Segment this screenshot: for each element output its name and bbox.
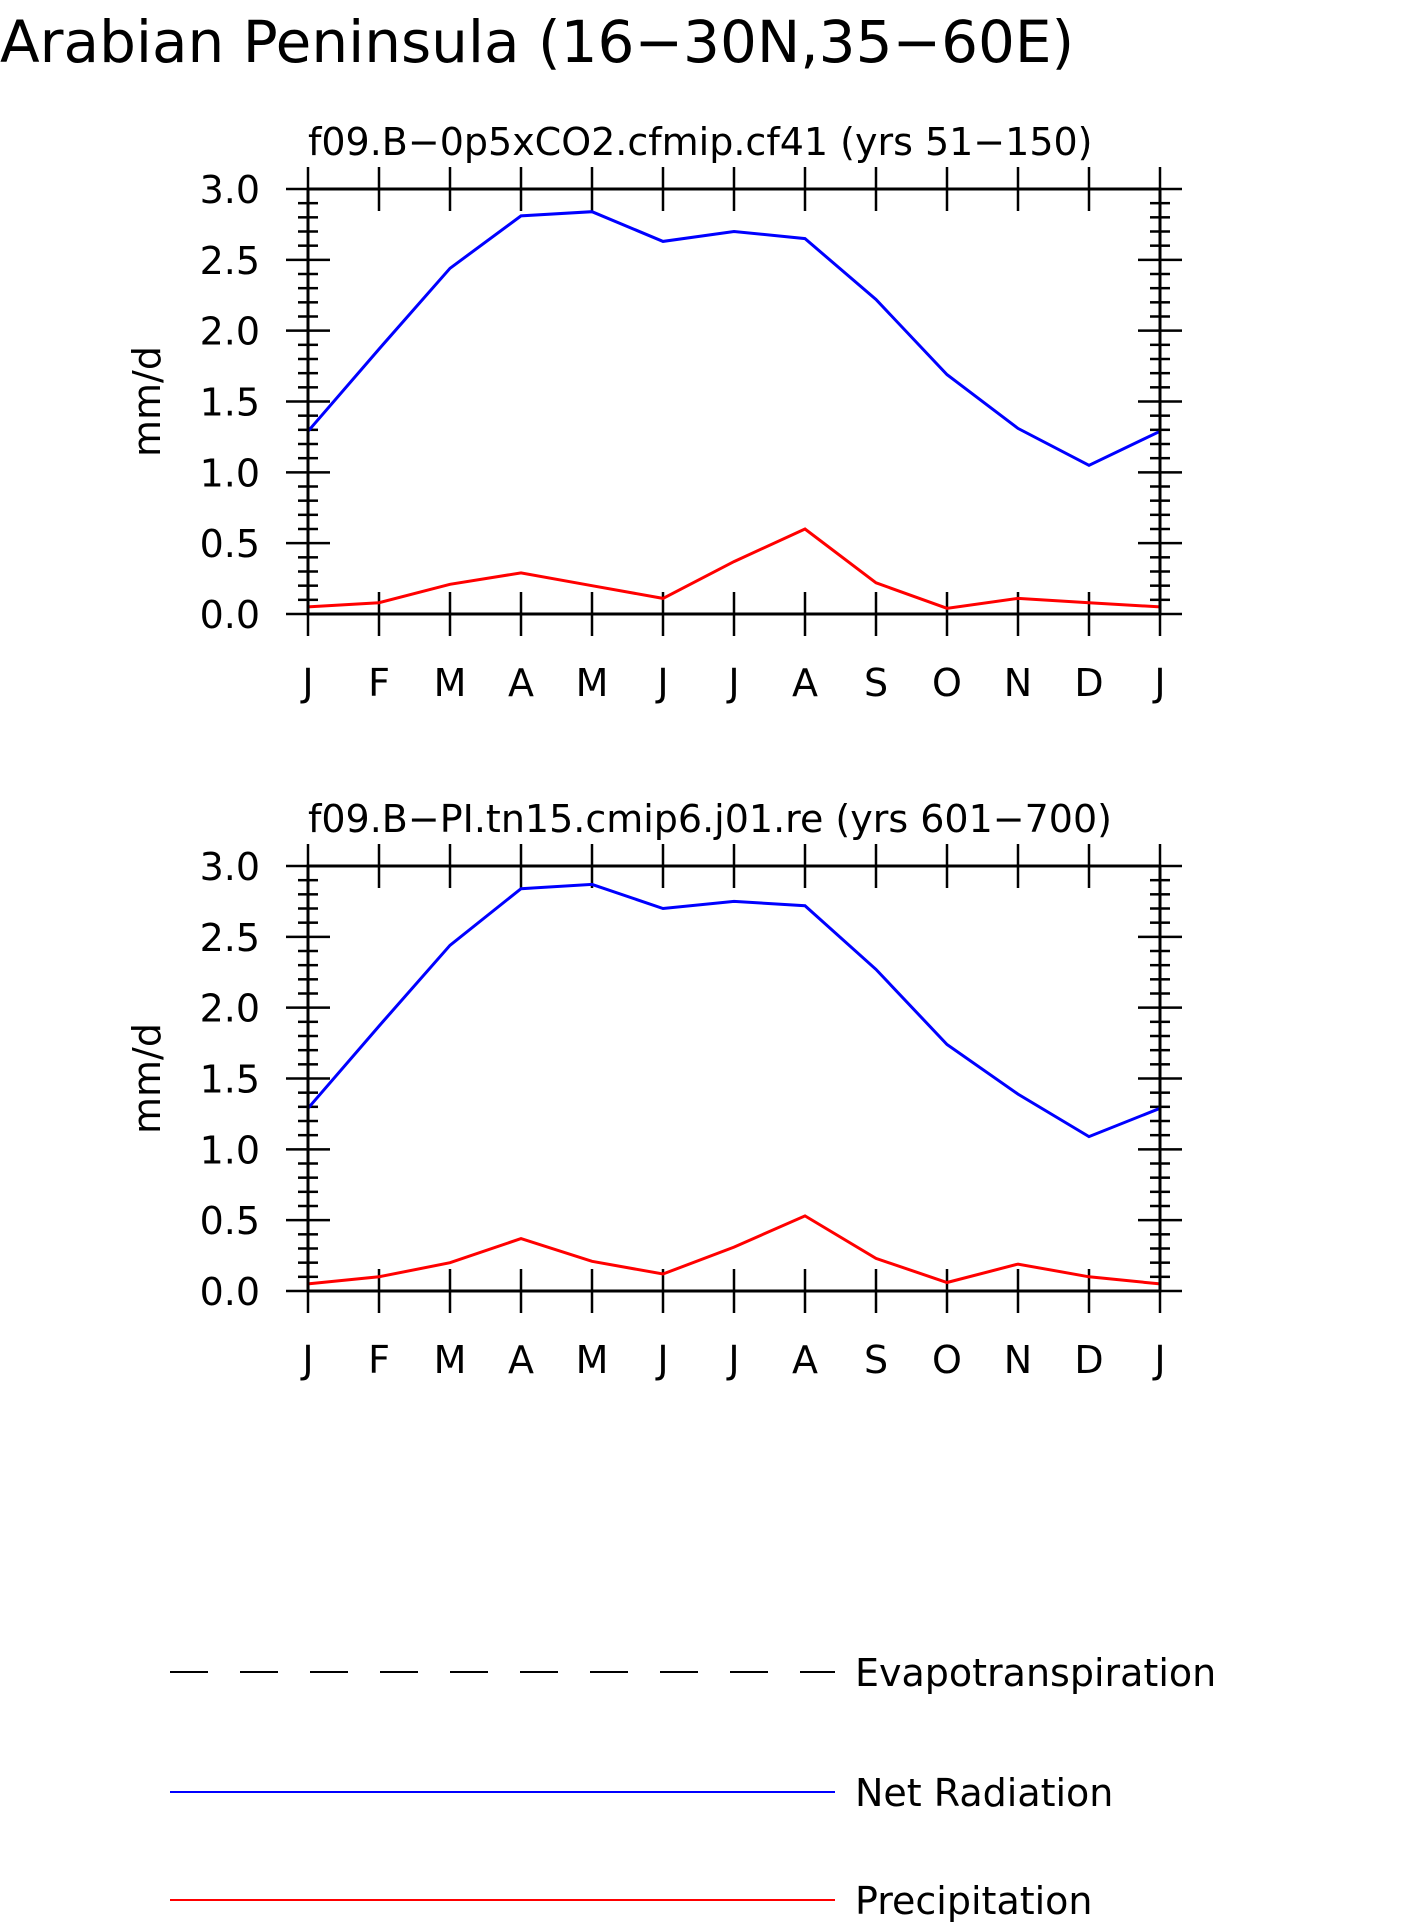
y-ticks xyxy=(286,187,1182,616)
legend-label: Net Radiation xyxy=(855,1771,1113,1815)
x-tick-label: A xyxy=(792,661,818,705)
y-tick-label: 2.0 xyxy=(200,987,260,1031)
x-tick-label: J xyxy=(655,661,668,705)
y-tick-label: 2.5 xyxy=(200,239,260,283)
chart-panels: f09.B−0p5xCO2.cfmip.cf41 (yrs 51−150) mm/… xyxy=(125,120,1182,1382)
series-line-net-radiation xyxy=(306,882,1161,1139)
x-tick-label: J xyxy=(655,1338,668,1382)
y-ticks xyxy=(286,864,1182,1293)
x-tick-label: A xyxy=(508,661,534,705)
y-tick-label: 3.0 xyxy=(200,845,260,889)
y-tick-label: 2.0 xyxy=(200,310,260,354)
legend-item-net-radiation: Net Radiation xyxy=(170,1771,1113,1815)
x-tick-label: M xyxy=(434,661,467,705)
x-ticks xyxy=(306,167,1162,636)
x-tick-label: J xyxy=(726,661,739,705)
x-tick-label: J xyxy=(1152,661,1165,705)
x-tick-label: N xyxy=(1004,1338,1032,1382)
chart-panel-1: f09.B−0p5xCO2.cfmip.cf41 (yrs 51−150) mm/… xyxy=(125,120,1182,705)
y-tick-label: 3.0 xyxy=(200,168,260,212)
legend: Evapotranspiration Net Radiation Precipita… xyxy=(170,1651,1216,1923)
x-tick-label: J xyxy=(726,1338,739,1382)
x-tick-label: F xyxy=(368,661,390,705)
x-ticks xyxy=(306,844,1162,1313)
x-tick-label: M xyxy=(576,1338,609,1382)
x-tick-label: A xyxy=(792,1338,818,1382)
x-tick-label: O xyxy=(932,1338,962,1382)
x-tick-label: N xyxy=(1004,661,1032,705)
y-tick-label: 0.0 xyxy=(200,1270,260,1314)
series-line-precipitation xyxy=(307,1214,1161,1286)
x-tick-label: J xyxy=(300,661,313,705)
x-tick-label: M xyxy=(576,661,609,705)
y-tick-label: 0.0 xyxy=(200,593,260,637)
series-line-net-radiation xyxy=(306,210,1161,467)
y-tick-label: 1.0 xyxy=(200,451,260,495)
x-tick-label: S xyxy=(864,661,888,705)
legend-item-precipitation: Precipitation xyxy=(170,1879,1093,1923)
panel-title: f09.B−0p5xCO2.cfmip.cf41 (yrs 51−150) xyxy=(308,120,1093,164)
legend-item-evapotranspiration: Evapotranspiration xyxy=(170,1651,1216,1695)
y-tick-label: 2.5 xyxy=(200,916,260,960)
x-tick-label: J xyxy=(1152,1338,1165,1382)
figure-title: Arabian Peninsula (16−30N,35−60E) xyxy=(0,8,1074,76)
x-tick-label: O xyxy=(932,661,962,705)
y-tick-label: 1.0 xyxy=(200,1128,260,1172)
series-line-precipitation xyxy=(307,527,1161,610)
y-axis-label: mm/d xyxy=(125,346,169,457)
x-tick-label: S xyxy=(864,1338,888,1382)
y-axis-label: mm/d xyxy=(125,1023,169,1134)
panel-title: f09.B−PI.tn15.cmip6.j01.re (yrs 601−700) xyxy=(308,797,1112,841)
chart-panel-2: f09.B−PI.tn15.cmip6.j01.re (yrs 601−700)… xyxy=(125,797,1182,1382)
y-tick-label: 0.5 xyxy=(200,522,260,566)
x-tick-label: D xyxy=(1074,661,1103,705)
y-tick-label: 0.5 xyxy=(200,1199,260,1243)
x-tick-label: F xyxy=(368,1338,390,1382)
legend-label: Evapotranspiration xyxy=(855,1651,1216,1695)
y-tick-label: 1.5 xyxy=(200,381,260,425)
x-tick-label: A xyxy=(508,1338,534,1382)
plot-frame xyxy=(306,187,1162,616)
x-tick-label: M xyxy=(434,1338,467,1382)
plot-frame xyxy=(306,864,1162,1293)
y-tick-label: 1.5 xyxy=(200,1058,260,1102)
legend-label: Precipitation xyxy=(855,1879,1093,1923)
x-tick-label: D xyxy=(1074,1338,1103,1382)
x-tick-label: J xyxy=(300,1338,313,1382)
